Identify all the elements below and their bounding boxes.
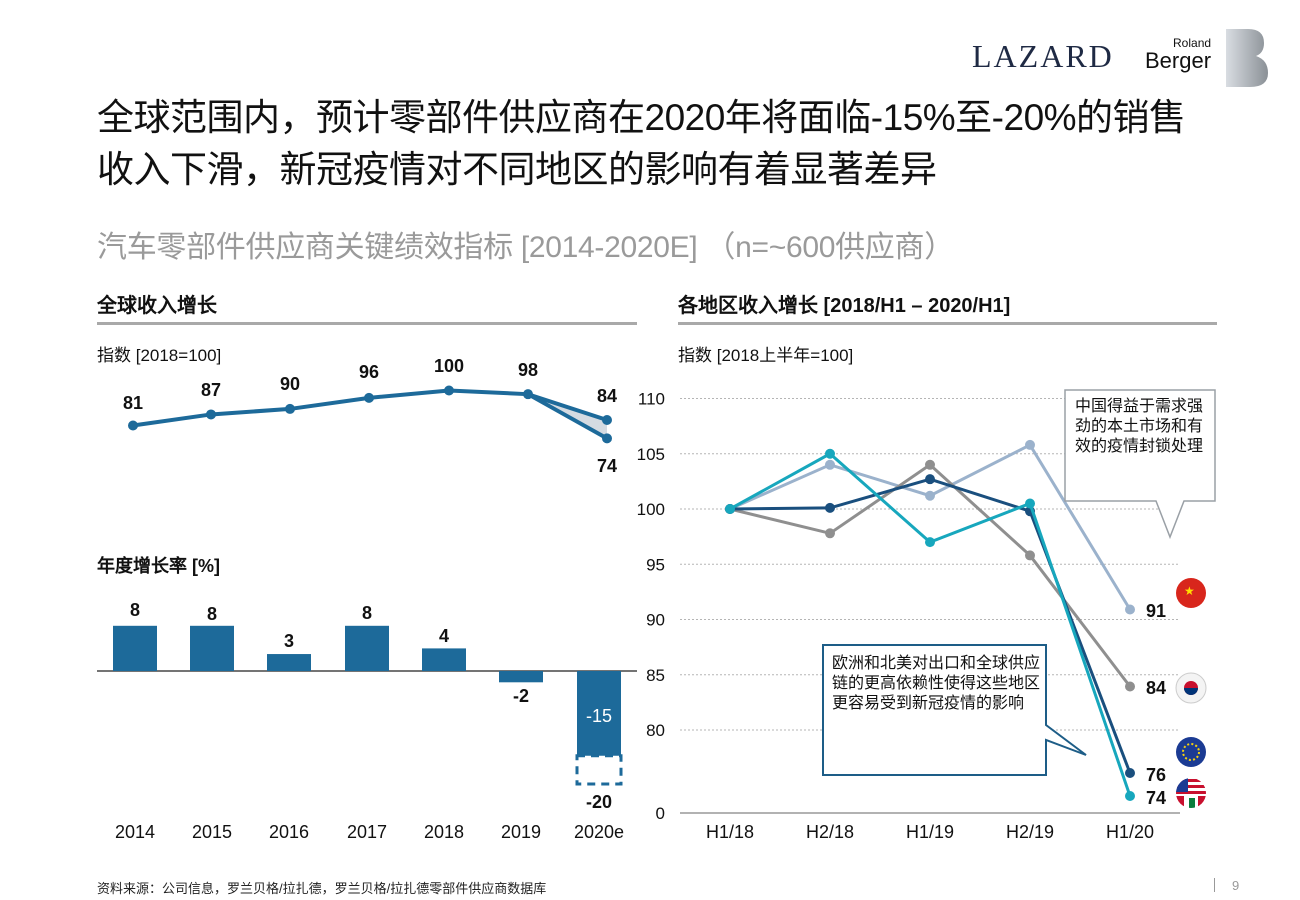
- roland-text: Roland: [1173, 36, 1212, 50]
- page-subtitle: 汽车零部件供应商关键绩效指标 [2014-2020E] （n=~600供应商）: [97, 231, 954, 264]
- year-tick-label: 2016: [269, 822, 309, 842]
- page-number: 9: [1232, 878, 1240, 893]
- eu-flag-icon: [1176, 737, 1206, 767]
- left-index-label: 指数 [2018=100]: [97, 346, 222, 365]
- north_america-series-point: [1125, 791, 1135, 801]
- europe-series-point: [1125, 768, 1135, 778]
- regional-chart: 110 105 100 95 90 85 80 0 H1/18 H2/18 H1/19 H2/19 H1…: [637, 390, 1180, 842]
- eu-us-callout: 欧洲和北美对出口和全球供应链的更高依赖性使得这些地区更容易受到新冠疫情的影响: [832, 654, 1044, 714]
- growth-bar-label: -2: [513, 686, 529, 706]
- north_america-end-label: 74: [1146, 788, 1166, 808]
- source-footnote: 资料来源：公司信息，罗兰贝格/拉扎德，罗兰贝格/拉扎德零部件供应商数据库: [97, 881, 547, 896]
- y-tick-label: 85: [646, 666, 665, 685]
- lazard-logo: LAZARD: [972, 38, 1114, 74]
- growth-bar: [345, 625, 389, 671]
- y-tick-label: 0: [656, 804, 665, 823]
- global-index-point: [364, 392, 374, 403]
- growth-bar-label: 8: [207, 604, 217, 624]
- korea-flag-icon: [1175, 672, 1207, 704]
- year-tick-label: 2020e: [574, 822, 624, 842]
- china-flag-icon: ★: [1176, 578, 1206, 608]
- year-tick-label: 2018: [424, 822, 464, 842]
- right-section-rule: [678, 322, 1217, 325]
- year-tick-label: 2017: [347, 822, 387, 842]
- north_america-series-point: [725, 504, 735, 514]
- china-callout: 中国得益于需求强劲的本土市场和有效的疫情封锁处理: [1075, 397, 1207, 457]
- growth-bar-label: -20: [586, 792, 612, 812]
- year-tick-label: 2015: [192, 822, 232, 842]
- page-divider: [1214, 878, 1215, 892]
- berger-text: Berger: [1145, 48, 1212, 73]
- growth-bar-label: 8: [130, 600, 140, 620]
- global-index-data-label: 100: [434, 356, 464, 376]
- global-index-data-label: 87: [201, 380, 221, 400]
- china-end-label: 91: [1146, 601, 1166, 621]
- global-index-data-label: 84: [597, 386, 617, 406]
- china-series-point: [825, 459, 835, 470]
- north_america-series-point: [825, 448, 835, 459]
- north-america-flag-icon: [1176, 778, 1206, 808]
- right-index-label: 指数 [2018上半年=100]: [678, 346, 854, 365]
- period-tick-label: H2/19: [1006, 822, 1054, 842]
- year-tick-label: 2014: [115, 822, 155, 842]
- global-index-point: [523, 389, 533, 400]
- korea-series-point: [825, 528, 835, 539]
- y-tick-label: 100: [637, 500, 665, 519]
- global-index-point: [285, 403, 295, 414]
- global-index-point: [602, 414, 612, 425]
- korea-end-label: 84: [1146, 678, 1166, 698]
- global-index-point: [602, 433, 612, 444]
- growth-bar-label: 3: [284, 631, 294, 651]
- page-title: 全球范围内，预计零部件供应商在2020年将面临-15%至-20%的销售收入下滑，…: [97, 97, 1186, 190]
- y-tick-label: 80: [646, 721, 665, 740]
- korea-series-point: [1025, 550, 1035, 561]
- y-tick-label: 105: [637, 445, 665, 464]
- global-index-data-label: 98: [518, 360, 538, 380]
- left-section-rule: [97, 322, 637, 325]
- europe-series-point: [825, 502, 835, 513]
- growth-bar: [422, 648, 466, 671]
- global-index-data-label: 81: [123, 393, 143, 413]
- global-index-data-label: 96: [359, 362, 379, 382]
- global-index-low-line: [527, 392, 608, 441]
- europe-series-point: [925, 474, 935, 485]
- growth-bar-label: 4: [439, 626, 449, 646]
- left-section-heading: 全球收入增长: [97, 295, 217, 317]
- period-tick-label: H1/20: [1106, 822, 1154, 842]
- period-tick-label: H1/18: [706, 822, 754, 842]
- year-tick-label: 2019: [501, 822, 541, 842]
- korea-series-point: [1125, 681, 1135, 692]
- china-series-point: [1125, 604, 1135, 615]
- north_america-series-point: [1025, 498, 1035, 509]
- roland-berger-b-mark: [1226, 29, 1268, 87]
- europe-end-label: 76: [1146, 765, 1166, 785]
- roland-berger-logo: Roland Berger: [1145, 37, 1211, 73]
- y-tick-label: 90: [646, 611, 665, 630]
- korea-series-point: [925, 459, 935, 470]
- global-index-data-label: 90: [280, 374, 300, 394]
- growth-bar-label: 8: [362, 603, 372, 623]
- china-series-point: [1025, 439, 1035, 450]
- growth-bar-extension: [575, 754, 623, 786]
- global-index-data-label: 74: [597, 456, 617, 476]
- global-index-point: [444, 385, 454, 396]
- global-index-point: [128, 420, 138, 431]
- north_america-series-point: [925, 537, 935, 548]
- y-tick-label: 110: [638, 390, 665, 409]
- growth-bar: [267, 654, 311, 671]
- growth-bar: [577, 671, 621, 756]
- global-index-point: [206, 409, 216, 420]
- china-series-point: [925, 490, 935, 501]
- growth-bar: [113, 625, 157, 671]
- right-section-heading: 各地区收入增长 [2018/H1 – 2020/H1]: [678, 295, 1011, 317]
- y-tick-label: 95: [646, 555, 665, 574]
- growth-bar: [190, 625, 234, 671]
- svg-text:★: ★: [1184, 584, 1195, 598]
- growth-bar-label: -15: [586, 706, 612, 726]
- period-tick-label: H1/19: [906, 822, 954, 842]
- growth-bar: [499, 671, 543, 683]
- bar-chart-heading: 年度增长率 [%]: [97, 556, 220, 576]
- period-tick-label: H2/18: [806, 822, 854, 842]
